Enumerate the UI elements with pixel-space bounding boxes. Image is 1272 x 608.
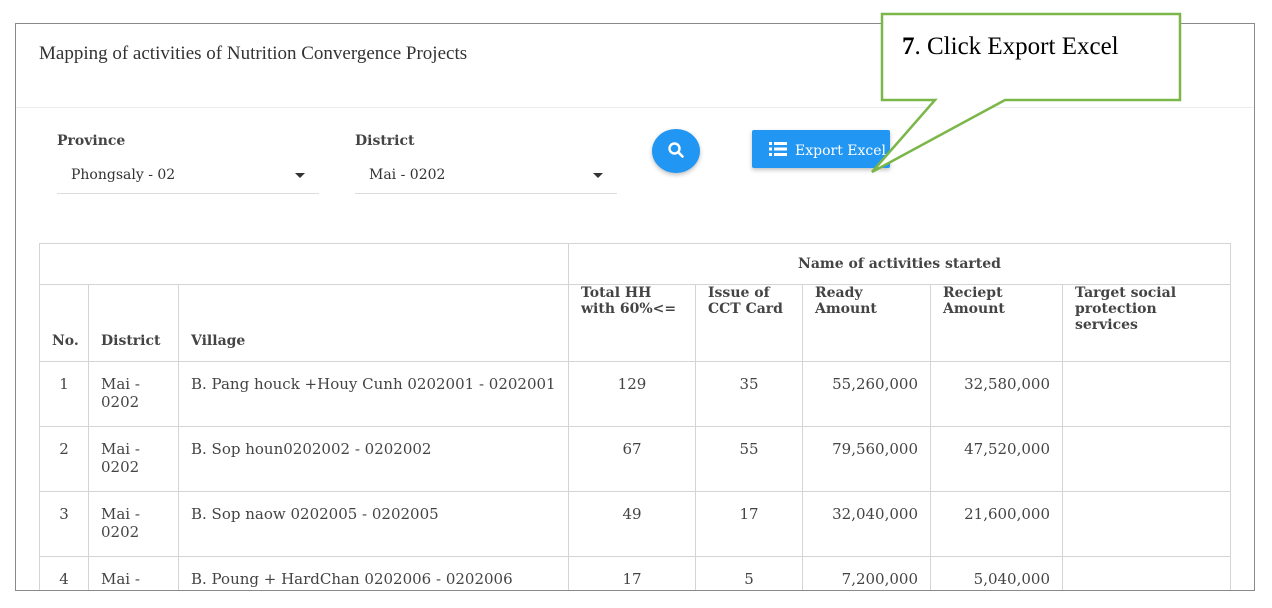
cell-no: 4: [39, 556, 89, 590]
province-select[interactable]: Phongsaly - 02: [57, 159, 319, 194]
cell-target: [1061, 426, 1232, 492]
col-header-target-line1: Target social: [1075, 285, 1177, 301]
cell-no: 1: [39, 361, 89, 427]
cell-ready: 55,260,000: [802, 361, 931, 427]
cell-district-line1: Mai -: [101, 570, 140, 588]
cell-target: [1061, 556, 1232, 590]
activities-group-header: Name of activities started: [567, 243, 1232, 285]
cell-district-line2: 0202: [101, 458, 140, 476]
col-header-ready-line1: Ready: [815, 285, 863, 301]
district-label: District: [355, 133, 415, 149]
group-header-row: Name of activities started: [39, 243, 1232, 285]
cell-village: B. Poung + HardChan 0202006 - 0202006: [178, 556, 569, 590]
header-divider: [16, 107, 1254, 108]
chevron-down-icon: [593, 173, 603, 178]
district-select-value: Mai - 0202: [369, 167, 446, 183]
cell-village: B. Sop houn0202002 - 0202002: [178, 426, 569, 492]
search-icon: [668, 142, 684, 158]
cell-receipt: 5,040,000: [930, 556, 1063, 590]
export-excel-button[interactable]: Export Excel: [752, 130, 890, 168]
cell-ready: 7,200,000: [802, 556, 931, 590]
cell-total-hh: 67: [568, 426, 696, 492]
cell-total-hh: 49: [568, 491, 696, 557]
cell-no: 2: [39, 426, 89, 492]
table-row: 4 Mai -0202 B. Poung + HardChan 0202006 …: [39, 556, 1232, 590]
table-row: 2 Mai -0202 B. Sop houn0202002 - 0202002…: [39, 426, 1232, 492]
cell-ready: 32,040,000: [802, 491, 931, 557]
main-panel: Mapping of activities of Nutrition Conve…: [15, 23, 1255, 591]
cell-total-hh: 129: [568, 361, 696, 427]
col-header-cct: Issue of CCT Card: [695, 284, 803, 362]
cell-district-line2: 0202: [101, 523, 140, 541]
activities-table: Name of activities started No. District …: [39, 243, 1232, 590]
cell-ready: 79,560,000: [802, 426, 931, 492]
list-icon: [769, 142, 787, 156]
cell-no: 3: [39, 491, 89, 557]
cell-cct: 17: [695, 491, 803, 557]
callout-text: 7. Click Export Excel: [902, 33, 1119, 61]
cell-receipt: 32,580,000: [930, 361, 1063, 427]
cell-village: B. Pang houck +Houy Cunh 0202001 - 02020…: [178, 361, 569, 427]
col-header-receipt-line2: Amount: [943, 301, 1005, 317]
cell-district-line1: Mai -: [101, 440, 140, 458]
district-select[interactable]: Mai - 0202: [355, 159, 617, 194]
page-title: Mapping of activities of Nutrition Conve…: [39, 43, 468, 64]
table-row: 3 Mai -0202 B. Sop naow 0202005 - 020200…: [39, 491, 1232, 557]
cell-district: Mai -0202: [88, 426, 179, 492]
col-header-no: No.: [39, 284, 89, 362]
province-label: Province: [57, 133, 126, 149]
col-header-village: Village: [178, 284, 569, 362]
col-header-target-line2: protection services: [1075, 301, 1157, 333]
search-button[interactable]: [652, 129, 700, 173]
province-select-value: Phongsaly - 02: [71, 167, 176, 183]
col-header-receipt: Reciept Amount: [930, 284, 1063, 362]
cell-district-line2: 0202: [101, 393, 140, 411]
col-header-total-hh: Total HH with 60%<=: [568, 284, 696, 362]
cell-total-hh: 17: [568, 556, 696, 590]
cell-cct: 55: [695, 426, 803, 492]
cell-district-line1: Mai -: [101, 375, 140, 393]
cell-district: Mai -0202: [88, 556, 179, 590]
cell-receipt: 21,600,000: [930, 491, 1063, 557]
cell-target: [1061, 361, 1232, 427]
col-header-cct-line2: CCT Card: [708, 301, 783, 317]
callout-instruction: . Click Export Excel: [914, 33, 1119, 60]
cell-cct: 35: [695, 361, 803, 427]
cell-village: B. Sop naow 0202005 - 0202005: [178, 491, 569, 557]
callout-step-number: 7: [902, 33, 915, 60]
column-header-row: No. District Village Total HH with 60%<= …: [39, 284, 1232, 362]
export-excel-label: Export Excel: [795, 143, 886, 159]
cell-district-line1: Mai -: [101, 505, 140, 523]
col-header-total-hh-line1: Total HH: [581, 285, 652, 301]
cell-target: [1061, 491, 1232, 557]
cell-receipt: 47,520,000: [930, 426, 1063, 492]
col-header-district: District: [88, 284, 179, 362]
cell-district: Mai -0202: [88, 361, 179, 427]
col-header-total-hh-line2: with 60%<=: [581, 301, 677, 317]
col-header-ready: Ready Amount: [802, 284, 931, 362]
blank-header-cell: [39, 243, 569, 285]
col-header-target: Target social protection services: [1061, 284, 1232, 362]
col-header-receipt-line1: Reciept: [943, 285, 1003, 301]
col-header-ready-line2: Amount: [815, 301, 877, 317]
table-row: 1 Mai -0202 B. Pang houck +Houy Cunh 020…: [39, 361, 1232, 427]
cell-cct: 5: [695, 556, 803, 590]
cell-district: Mai -0202: [88, 491, 179, 557]
chevron-down-icon: [295, 173, 305, 178]
cell-district-line2: 0202: [101, 588, 139, 590]
col-header-cct-line1: Issue of: [708, 285, 770, 301]
